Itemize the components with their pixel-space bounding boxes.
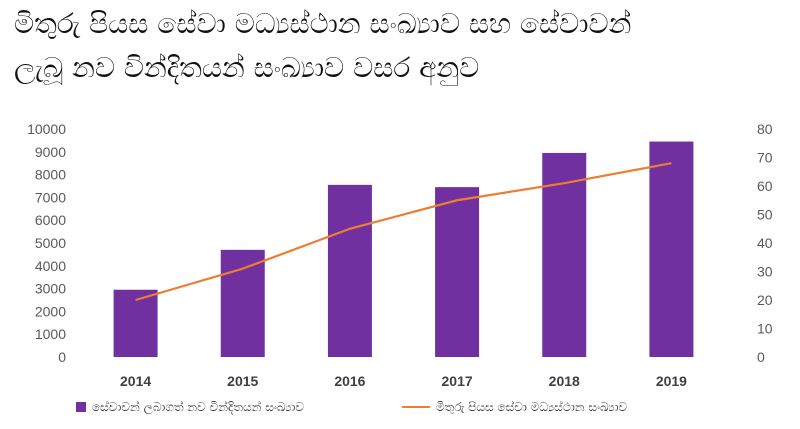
right-tick-label: 20: [757, 292, 773, 308]
left-tick-label: 0: [58, 349, 66, 365]
bar-2014: [113, 289, 158, 357]
left-tick-label: 4000: [35, 258, 66, 274]
right-tick-label: 10: [757, 321, 773, 337]
right-tick-label: 50: [757, 207, 773, 223]
bar-2016: [327, 184, 372, 357]
left-tick-label: 8000: [35, 167, 66, 183]
right-tick-label: 60: [757, 178, 773, 194]
legend-bar-swatch: [76, 402, 86, 412]
bar-series: [113, 141, 694, 357]
chart-title-line-1: මිතුරු පියස සේවා මධ්‍යස්ථාන සංඛ්‍යාව සහ …: [14, 7, 632, 40]
left-tick-label: 2000: [35, 303, 66, 319]
left-tick-label: 1000: [35, 326, 66, 342]
right-tick-label: 0: [757, 349, 765, 365]
right-tick-label: 40: [757, 235, 773, 251]
left-y-axis: 0 1000 2000 3000 4000 5000 6000 7000 8000 9000 100…: [27, 121, 66, 365]
line-series: [135, 162, 672, 302]
left-tick-label: 6000: [35, 212, 66, 228]
x-tick-label: 2014: [120, 373, 151, 389]
legend: සේවාවන් ලබාගත් නව වින්දිතයන් සංඛ්‍යාව මි…: [76, 400, 628, 415]
x-tick-label: 2016: [334, 373, 365, 389]
right-tick-label: 30: [757, 264, 773, 280]
chart-title-line-2: ලැබූ නව වින්දිතයන් සංඛ්‍යාව වසර අනුව: [14, 51, 480, 84]
left-tick-label: 9000: [35, 144, 66, 160]
legend-bar-label: සේවාවන් ලබාගත් නව වින්දිතයන් සංඛ්‍යාව: [92, 400, 304, 415]
bar-2015: [220, 249, 265, 357]
x-tick-label: 2015: [227, 373, 258, 389]
right-y-axis: 0 10 20 30 40 50 60 70 80: [757, 121, 773, 365]
right-tick-label: 80: [757, 121, 773, 137]
right-tick-label: 70: [757, 150, 773, 166]
x-axis: 2014 2015 2016 2017 2018 2019: [120, 373, 687, 389]
left-tick-label: 10000: [27, 121, 66, 137]
left-tick-label: 7000: [35, 189, 66, 205]
left-tick-label: 5000: [35, 235, 66, 251]
bar-2018: [542, 152, 587, 357]
line-path: [135, 162, 672, 302]
x-tick-label: 2017: [442, 373, 473, 389]
x-tick-label: 2018: [549, 373, 580, 389]
x-tick-label: 2019: [656, 373, 687, 389]
bar-2017: [435, 187, 480, 357]
bar-2019: [649, 141, 694, 357]
left-tick-label: 3000: [35, 281, 66, 297]
legend-line-label: මිතුරු පියස සේවා මධ්‍යස්ථාන සංඛ්‍යාව: [436, 400, 628, 414]
